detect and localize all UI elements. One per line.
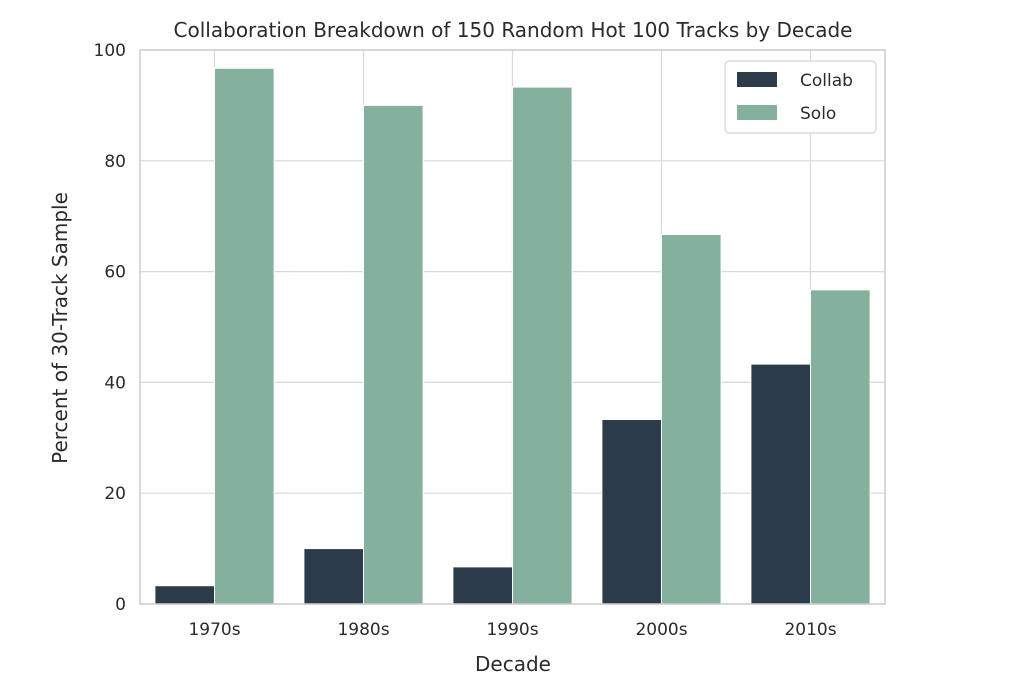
plot-frame: [139, 49, 886, 605]
x-tick-label: 1970s: [188, 620, 240, 640]
y-tick-label: 80: [104, 152, 126, 172]
x-tick-label: 1980s: [337, 620, 389, 640]
legend-label-solo: Solo: [800, 104, 836, 124]
y-tick-label: 20: [104, 484, 126, 504]
legend-swatch-solo: [737, 105, 777, 120]
x-tick-label: 1990s: [486, 620, 538, 640]
bar-collab-2000s: [601, 419, 663, 605]
x-axis-label: Decade: [475, 652, 551, 676]
bar-collab-1990s: [452, 566, 513, 605]
bar-collab-2010s: [750, 363, 812, 605]
legend: Collab Solo: [724, 60, 877, 134]
legend-label-collab: Collab: [800, 71, 853, 91]
bar-collab-1970s: [154, 585, 215, 605]
x-tick-label: 2000s: [635, 620, 687, 640]
chart-title: Collaboration Breakdown of 150 Random Ho…: [174, 18, 853, 42]
x-tick-labels: 1970s 1980s 1990s 2000s 2010s: [188, 620, 836, 640]
bar-solo-2000s: [661, 233, 722, 605]
y-tick-labels: 0 20 40 60 80 100: [94, 41, 126, 615]
y-tick-label: 60: [104, 263, 126, 283]
legend-swatch-collab: [737, 72, 777, 87]
bar-solo-1980s: [363, 104, 424, 605]
y-tick-label: 0: [115, 595, 126, 615]
y-tick-label: 40: [104, 373, 126, 393]
bar-solo-2010s: [810, 289, 871, 605]
bar-collab-1980s: [303, 548, 364, 605]
bars: [154, 67, 871, 605]
y-tick-label: 100: [94, 41, 126, 61]
bar-solo-1970s: [214, 67, 275, 605]
x-tick-label: 2010s: [784, 620, 836, 640]
y-axis-label: Percent of 30-Track Sample: [48, 192, 72, 464]
bar-solo-1990s: [512, 86, 573, 605]
